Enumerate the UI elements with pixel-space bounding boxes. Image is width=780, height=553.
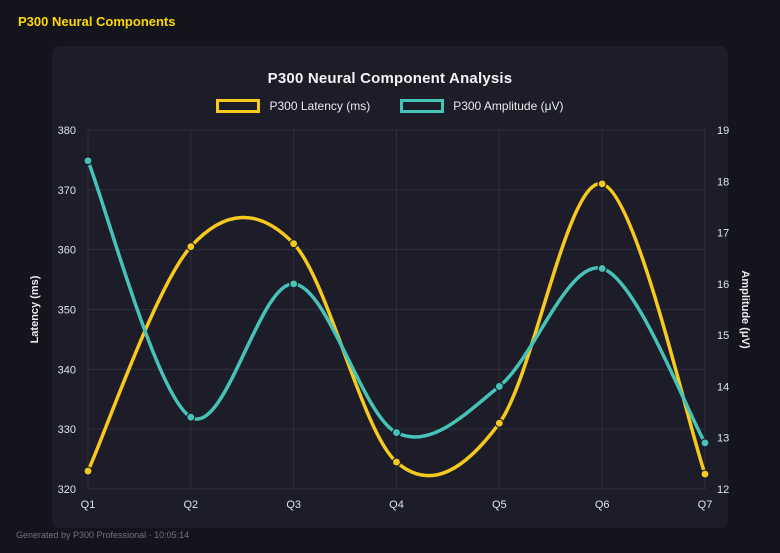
- data-point[interactable]: [186, 412, 196, 422]
- right-axis-tick: 14: [717, 381, 729, 393]
- x-axis-tick: Q6: [595, 499, 610, 511]
- data-point[interactable]: [83, 466, 93, 476]
- axis-tick-labels: 320 330 340 350 360 370 380 12 13 14 15 16 17 18 19 Q1 Q…: [58, 125, 730, 511]
- left-axis-tick: 320: [58, 484, 76, 496]
- legend-item-amplitude[interactable]: P300 Amplitude (μV): [400, 99, 564, 113]
- chart-legend: P300 Latency (ms) P300 Amplitude (μV): [0, 99, 780, 113]
- x-axis-tick: Q4: [389, 499, 404, 511]
- data-point[interactable]: [83, 156, 93, 166]
- legend-swatch: [216, 99, 261, 113]
- legend-item-latency[interactable]: P300 Latency (ms): [216, 99, 370, 113]
- right-axis-tick: 15: [717, 330, 729, 342]
- data-point[interactable]: [700, 469, 710, 479]
- data-point[interactable]: [391, 457, 402, 467]
- legend-label: P300 Latency (ms): [269, 99, 371, 113]
- data-point[interactable]: [494, 381, 504, 392]
- x-axis-tick: Q3: [286, 499, 301, 511]
- right-axis-title: Amplitude (μV): [739, 270, 751, 349]
- right-axis-tick: 13: [717, 433, 729, 445]
- left-axis-tick: 330: [58, 424, 76, 436]
- left-axis-tick: 350: [58, 305, 76, 317]
- footer-note: Generated by P300 Professional · 10:05:1…: [16, 530, 190, 540]
- left-axis-tick: 370: [58, 185, 76, 197]
- right-axis-tick: 19: [717, 125, 729, 137]
- right-axis-tick: 12: [717, 484, 729, 496]
- page-title: P300 Neural Components: [18, 14, 176, 29]
- chart-title: P300 Neural Component Analysis: [267, 70, 513, 87]
- right-axis-tick: 18: [717, 176, 729, 188]
- data-point[interactable]: [186, 242, 196, 252]
- data-point[interactable]: [700, 438, 710, 448]
- x-axis-tick: Q1: [81, 499, 96, 511]
- left-axis-tick: 360: [58, 245, 76, 257]
- data-point[interactable]: [289, 279, 299, 289]
- left-axis-tick: 340: [58, 364, 76, 376]
- x-axis-tick: Q5: [492, 499, 507, 511]
- data-point[interactable]: [597, 179, 607, 189]
- x-axis-tick: Q2: [183, 499, 198, 511]
- data-point[interactable]: [289, 239, 299, 249]
- x-axis-tick: Q7: [698, 499, 713, 511]
- left-axis-tick: 380: [58, 125, 76, 137]
- data-point[interactable]: [494, 418, 504, 428]
- series-latency: [83, 179, 710, 479]
- data-point[interactable]: [391, 427, 402, 438]
- legend-swatch: [400, 99, 445, 113]
- right-axis-tick: 16: [717, 279, 729, 291]
- right-axis-tick: 17: [717, 228, 729, 240]
- legend-label: P300 Amplitude (μV): [453, 99, 564, 113]
- data-point[interactable]: [597, 263, 607, 274]
- series-amplitude: [83, 156, 710, 448]
- left-axis-title: Latency (ms): [29, 275, 41, 343]
